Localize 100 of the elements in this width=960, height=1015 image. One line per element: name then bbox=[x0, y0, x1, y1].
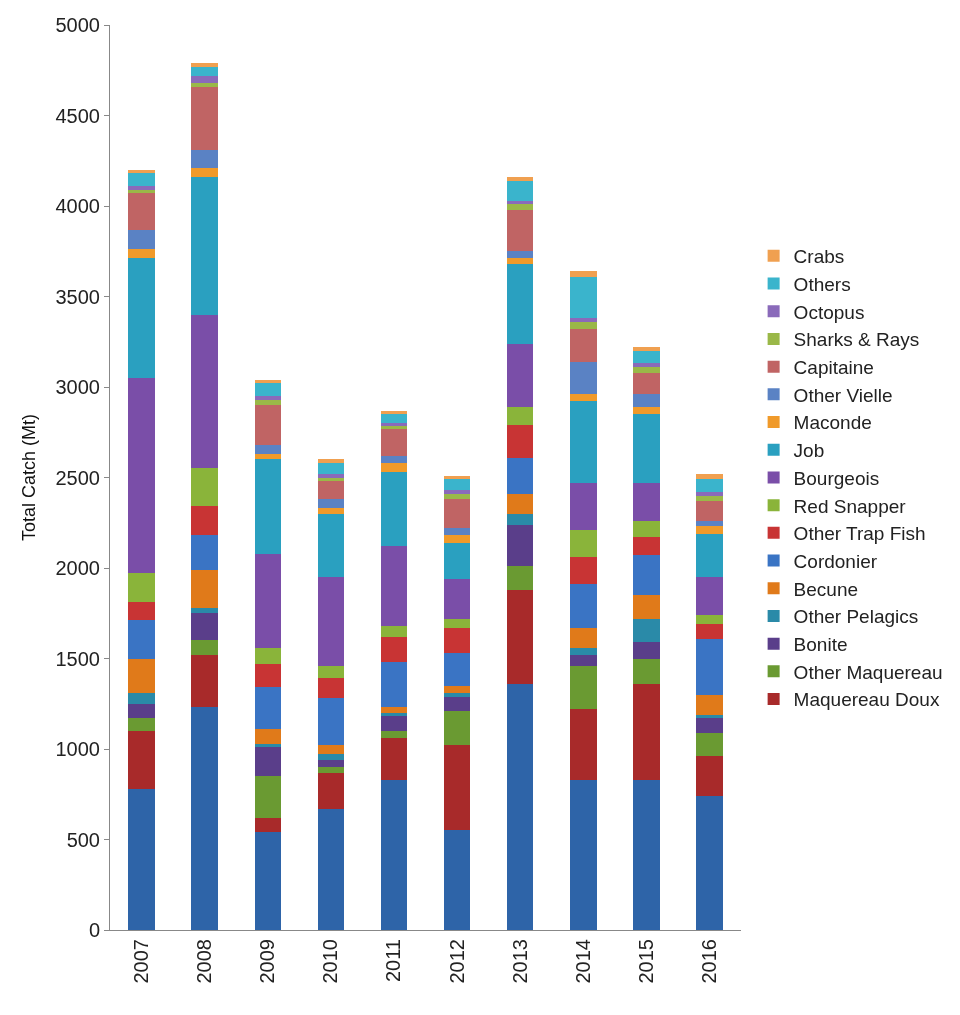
bar bbox=[380, 625, 408, 637]
bar bbox=[317, 499, 345, 509]
legend-label: Capitaine bbox=[793, 357, 874, 379]
bar bbox=[317, 678, 345, 699]
bar bbox=[128, 703, 155, 719]
legend-label: Bonite bbox=[793, 634, 848, 656]
bar bbox=[254, 832, 281, 930]
bar bbox=[443, 745, 471, 831]
bar bbox=[443, 493, 471, 500]
bar bbox=[633, 350, 660, 364]
bar bbox=[191, 167, 218, 178]
bar bbox=[380, 730, 408, 739]
bar bbox=[506, 566, 534, 590]
bar bbox=[506, 683, 534, 930]
bar bbox=[317, 665, 345, 679]
bar bbox=[696, 577, 723, 616]
bar bbox=[128, 258, 155, 378]
legend-label: Others bbox=[793, 273, 851, 295]
legend-label: Cordonier bbox=[793, 550, 878, 572]
bar bbox=[128, 718, 155, 731]
bar bbox=[696, 495, 723, 502]
legend-label: Other Pelagics bbox=[793, 606, 919, 628]
y-tick-label: 3500 bbox=[55, 285, 100, 308]
bar bbox=[633, 555, 660, 596]
bar bbox=[506, 343, 534, 407]
bar bbox=[633, 779, 660, 930]
bar bbox=[506, 524, 534, 567]
bar bbox=[506, 493, 534, 514]
bar bbox=[443, 692, 471, 697]
legend-label: Maconde bbox=[793, 412, 872, 434]
bar bbox=[506, 263, 534, 344]
bar bbox=[570, 627, 597, 648]
x-tick-label: 2009 bbox=[256, 939, 279, 984]
bar bbox=[254, 383, 281, 397]
bar bbox=[506, 457, 534, 494]
bar bbox=[191, 607, 218, 614]
legend-label: Other Trap Fish bbox=[793, 523, 926, 545]
bar bbox=[254, 663, 281, 688]
bar bbox=[633, 414, 660, 483]
y-tick-label: 4000 bbox=[55, 195, 100, 217]
bar bbox=[191, 468, 218, 507]
bar bbox=[128, 692, 155, 704]
bar bbox=[254, 459, 281, 554]
bar bbox=[506, 589, 534, 684]
bar bbox=[696, 615, 723, 625]
bar bbox=[380, 472, 408, 547]
bar bbox=[380, 779, 408, 930]
bar bbox=[570, 709, 597, 780]
legend-label: Sharks & Rays bbox=[793, 329, 920, 351]
x-tick-label: 2007 bbox=[130, 939, 153, 984]
x-tick-label: 2014 bbox=[571, 939, 594, 984]
bar bbox=[191, 506, 218, 536]
bar bbox=[191, 654, 218, 708]
legend-label: Other Vielle bbox=[793, 384, 893, 406]
bar bbox=[570, 779, 597, 930]
y-tick-label: 0 bbox=[88, 919, 100, 941]
bar bbox=[191, 707, 218, 930]
bar bbox=[696, 526, 723, 534]
bar bbox=[506, 177, 534, 181]
bar bbox=[191, 569, 218, 608]
y-tick-label: 3000 bbox=[55, 376, 100, 398]
bar bbox=[633, 482, 660, 521]
bar bbox=[696, 533, 723, 578]
bar bbox=[443, 653, 471, 686]
bar bbox=[506, 513, 534, 525]
bar bbox=[128, 173, 155, 187]
bar bbox=[696, 638, 723, 695]
bar bbox=[633, 363, 660, 368]
legend-label: Crabs bbox=[793, 246, 845, 268]
legend-label: Becune bbox=[793, 578, 859, 600]
bar bbox=[570, 321, 597, 330]
bar bbox=[443, 535, 471, 543]
bar bbox=[443, 499, 471, 529]
bar bbox=[570, 654, 597, 666]
bar bbox=[506, 180, 534, 201]
y-tick-label: 4500 bbox=[55, 104, 100, 127]
bar bbox=[696, 732, 723, 757]
bar bbox=[380, 636, 408, 663]
bar bbox=[254, 453, 281, 460]
bar bbox=[191, 314, 218, 469]
x-tick-label: 2008 bbox=[193, 939, 216, 984]
bar bbox=[443, 627, 471, 654]
bar bbox=[696, 479, 723, 492]
bar bbox=[380, 463, 408, 473]
bar bbox=[633, 595, 660, 619]
y-tick-label: 1000 bbox=[55, 738, 100, 760]
bar bbox=[317, 698, 345, 746]
bar bbox=[128, 186, 155, 190]
bar bbox=[570, 482, 597, 530]
bar bbox=[506, 406, 534, 426]
bar bbox=[128, 602, 155, 621]
bar bbox=[570, 394, 597, 402]
y-tick-label: 2500 bbox=[55, 466, 100, 489]
bar bbox=[506, 251, 534, 259]
bar bbox=[254, 776, 281, 818]
bar bbox=[633, 618, 660, 643]
legend-label: Bourgeois bbox=[793, 467, 880, 489]
bar bbox=[254, 817, 281, 833]
legend-label: Octopus bbox=[793, 301, 865, 323]
bar bbox=[254, 747, 281, 777]
